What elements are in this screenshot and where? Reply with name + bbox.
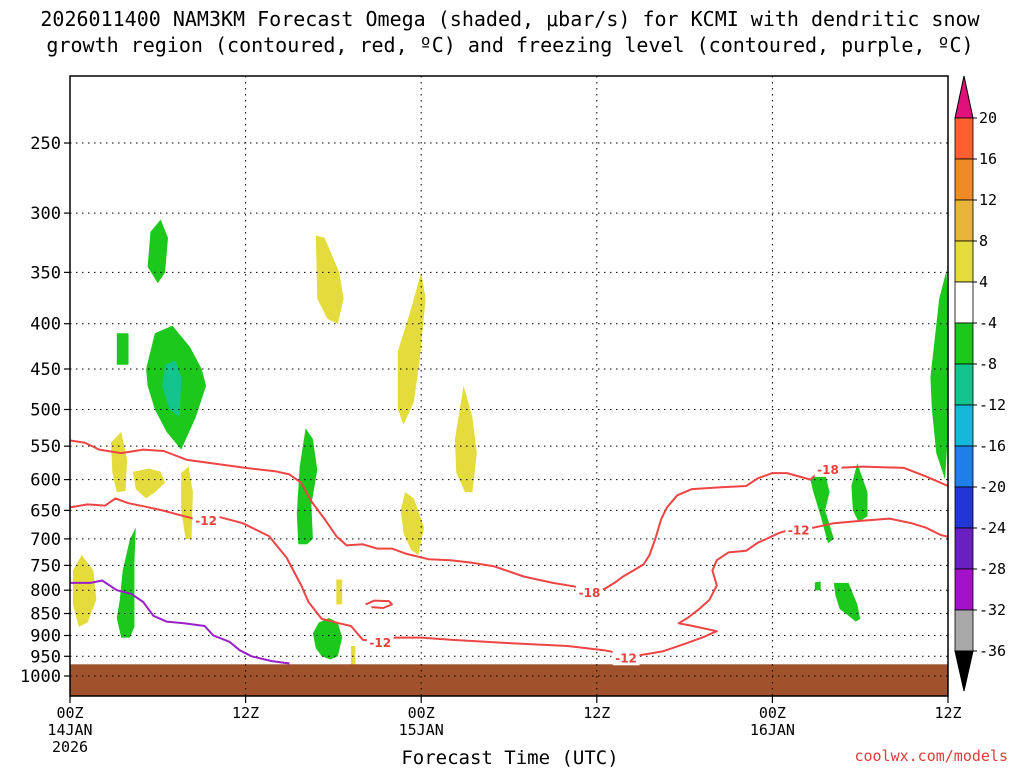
y-tick-label-400: 400	[30, 315, 61, 335]
omega-region-6	[312, 618, 343, 660]
y-tick-label-800: 800	[30, 581, 61, 601]
x-tick-label-1: 12Z	[232, 704, 259, 722]
colorbar-label-3: 8	[979, 232, 988, 250]
y-tick-label-900: 900	[30, 626, 61, 646]
colorbar-swatch-4	[954, 240, 974, 283]
colorbar: 20 16 12 8 4 -4 -8 -12 -16 -20 -24 -28 -32 -36	[954, 75, 1006, 692]
y-tick-label-750: 750	[30, 556, 61, 576]
y-tick-label-300: 300	[30, 204, 61, 224]
plot-content: -12 -12 -18 -12 -18 -12	[70, 76, 948, 696]
colorbar-label-5: -4	[979, 314, 997, 332]
colorbar-top-triangle	[954, 75, 974, 119]
y-tick-label-650: 650	[30, 501, 61, 521]
colorbar-label-1: 16	[979, 150, 997, 168]
contour-label-bg-2	[576, 585, 603, 601]
colorbar-swatch-6	[954, 322, 974, 365]
omega-region-8	[851, 463, 868, 522]
colorbar-swatch-5	[954, 281, 974, 324]
y-tick-label-1000: 1000	[20, 667, 61, 687]
colorbar-label-7: -12	[979, 396, 1006, 414]
chart-title-line-2: growth region (contoured, red, ºC) and f…	[46, 33, 973, 57]
omega-region-3	[162, 360, 182, 418]
x-tick-label-0: 00Z	[56, 704, 83, 722]
contour-label-bg-3	[612, 650, 640, 666]
colorbar-label-0: 20	[979, 109, 997, 127]
credit-text: coolwx.com/models	[854, 747, 1008, 765]
colorbar-swatch-1	[954, 117, 974, 160]
colorbar-swatch-12	[954, 568, 974, 611]
omega-region-1	[116, 333, 129, 365]
freezing-level-contour-3	[70, 579, 290, 665]
contour-label-0: -12	[195, 514, 217, 528]
colorbar-swatch-7	[954, 363, 974, 406]
x-tick-label-4: 00Z	[759, 704, 786, 722]
chart-title-line-1: 2026011400 NAM3KM Forecast Omega (shaded…	[40, 7, 980, 31]
y-tick-label-350: 350	[30, 263, 61, 283]
colorbar-label-8: -16	[979, 437, 1006, 455]
x-tick-label-5: 12Z	[934, 704, 961, 722]
omega-region-10	[814, 581, 821, 591]
colorbar-label-9: -20	[979, 478, 1006, 496]
omega-region-9	[833, 582, 861, 622]
ground-surface	[70, 664, 948, 696]
omega-region-0	[147, 219, 168, 284]
omega-region-21	[336, 579, 343, 605]
omega-region-18	[397, 272, 426, 425]
y-tick-label-500: 500	[30, 401, 61, 421]
omega-region-15	[132, 468, 166, 499]
colorbar-label-2: 12	[979, 191, 997, 209]
omega-region-19	[454, 385, 477, 493]
plot-area: -12 -12 -18 -12 -18 -12 250 300 350 400 450 500 550 6…	[20, 75, 962, 756]
colorbar-swatch-9	[954, 445, 974, 488]
omega-region-5	[296, 428, 318, 545]
colorbar-label-13: -36	[979, 642, 1006, 660]
contour-label-bg-1	[366, 635, 394, 651]
colorbar-swatch-3	[954, 199, 974, 242]
colorbar-swatch-2	[954, 158, 974, 201]
omega-region-11	[930, 270, 948, 480]
plot-frame	[69, 75, 949, 697]
colorbar-swatch-13	[954, 609, 974, 652]
x-tick-label-3: 12Z	[583, 704, 610, 722]
contour-label-3: -12	[615, 651, 637, 665]
x-tick-date-4: 16JAN	[750, 721, 795, 739]
y-tick-label-700: 700	[30, 530, 61, 550]
plot-background	[70, 76, 948, 696]
contour-label-5: -12	[788, 524, 810, 538]
colorbar-label-12: -32	[979, 601, 1006, 619]
dgz-contour-2	[365, 599, 393, 609]
omega-region-13	[72, 555, 97, 627]
colorbar-swatch-10	[954, 486, 974, 529]
dgz-contour-1	[70, 439, 948, 591]
colorbar-swatch-11	[954, 527, 974, 570]
contour-label-2: -18	[579, 586, 601, 600]
x-tick-date-2: 15JAN	[399, 721, 444, 739]
x-tick-date-0: 14JAN	[47, 721, 92, 739]
contour-label-1: -12	[369, 636, 391, 650]
contour-label-bg-4	[814, 461, 842, 477]
y-tick-label-250: 250	[30, 134, 61, 154]
x-tick-label-2: 00Z	[408, 704, 435, 722]
contour-label-4: -18	[817, 463, 839, 477]
colorbar-swatch-8	[954, 404, 974, 447]
contour-label-bg-5	[785, 522, 813, 538]
y-tick-label-850: 850	[30, 605, 61, 625]
omega-region-17	[315, 235, 344, 324]
x-tick-year-0: 2026	[52, 738, 88, 756]
y-tick-label-550: 550	[30, 437, 61, 457]
y-tick-label-950: 950	[30, 647, 61, 667]
omega-region-16	[181, 466, 193, 539]
colorbar-label-11: -28	[979, 560, 1006, 578]
contour-label-bg-0	[192, 512, 220, 528]
colorbar-label-6: -8	[979, 355, 997, 373]
colorbar-bottom-triangle	[954, 650, 974, 692]
y-tick-label-600: 600	[30, 471, 61, 491]
y-tick-label-450: 450	[30, 360, 61, 380]
colorbar-label-10: -24	[979, 519, 1006, 537]
omega-region-4	[116, 527, 136, 638]
x-axis-title: Forecast Time (UTC)	[401, 747, 618, 768]
omega-region-14	[111, 431, 128, 493]
colorbar-label-4: 4	[979, 273, 988, 291]
